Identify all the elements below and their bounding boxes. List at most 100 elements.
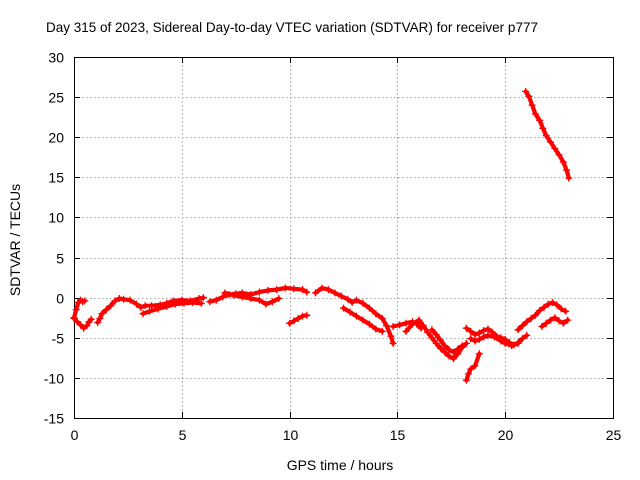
data-arc [286,311,311,327]
y-axis-label: SDTVAR / TECUs [7,184,23,296]
data-point [212,296,220,304]
data-arc [312,284,397,347]
data-point [77,321,84,329]
data-point [359,299,367,307]
data-point [324,286,332,294]
data-point [559,319,567,327]
data-point [281,284,289,292]
data-point [275,295,283,302]
data-point [352,312,360,320]
data-point [536,116,544,124]
data-point [199,294,207,302]
data-arc [428,326,466,356]
data-point [484,331,492,339]
axis-ticks: 0 5 10 15 20 25 -15 -10 -5 0 5 10 15 20 25 30 [44,50,622,444]
data-arc [402,316,470,363]
data-point [549,299,557,306]
data-arc [514,299,570,334]
data-point [230,291,237,299]
x-tick-label: 20 [498,427,514,443]
data-point [340,304,347,312]
data-arc [467,331,522,350]
data-point [471,337,479,345]
data-point [432,339,440,347]
data-point [378,327,386,335]
data-series [70,88,573,384]
data-point [286,319,294,327]
data-point [221,289,229,297]
data-point [303,311,311,319]
data-point [539,124,547,132]
data-point [389,339,397,347]
data-point [87,315,95,323]
data-point [73,318,81,326]
x-tick-label: 10 [283,427,299,443]
y-tick-label: -15 [44,411,64,427]
data-point [475,335,483,343]
data-point [547,316,554,324]
data-point [180,299,188,307]
data-point [522,88,530,95]
data-point [195,295,203,302]
data-arc [94,294,207,326]
data-arc-line [403,318,469,361]
data-point [120,295,128,303]
x-tick-label: 15 [390,427,406,443]
data-point [107,302,115,310]
data-point [146,307,153,315]
data-point [387,332,395,340]
data-point [126,296,134,304]
data-point [428,326,436,334]
data-point [141,302,149,310]
data-point [262,300,270,308]
data-point [480,333,488,341]
data-point [508,342,516,350]
data-point [348,299,356,306]
data-arc [221,289,283,308]
data-point [299,286,306,294]
data-point [450,355,457,363]
data-point [523,318,531,326]
data-point [547,138,554,146]
data-point [475,329,483,337]
data-point [133,300,140,308]
data-point [523,331,531,339]
data-point [563,166,571,174]
data-point [551,145,559,152]
x-tick-label: 25 [606,427,622,443]
data-point [462,339,470,347]
data-arc [538,314,572,330]
data-point [247,295,255,302]
data-point [471,331,479,339]
data-point [462,376,470,384]
y-tick-label: -10 [44,371,64,387]
data-point [564,316,572,324]
data-point [538,323,546,330]
data-point [396,321,404,329]
y-tick-label: 25 [48,90,64,106]
data-point [465,370,472,378]
data-point [365,304,373,312]
data-point [467,327,475,335]
y-tick-label: -5 [52,331,65,347]
data-point [501,339,509,347]
data-point [562,307,570,315]
y-tick-label: 0 [56,291,64,307]
data-point [497,337,505,345]
data-point [467,365,475,373]
data-point [206,298,214,306]
data-point [337,292,345,300]
data-point [139,310,147,318]
data-point [148,302,156,310]
data-point [96,315,104,322]
data-point [268,298,276,306]
data-point [445,352,453,360]
data-point [98,310,106,318]
data-point [424,328,432,336]
data-point [115,295,123,302]
data-point [419,322,427,330]
data-point [480,327,488,335]
data-point [555,151,563,159]
data-point [518,322,526,330]
data-arc-line [515,300,568,332]
